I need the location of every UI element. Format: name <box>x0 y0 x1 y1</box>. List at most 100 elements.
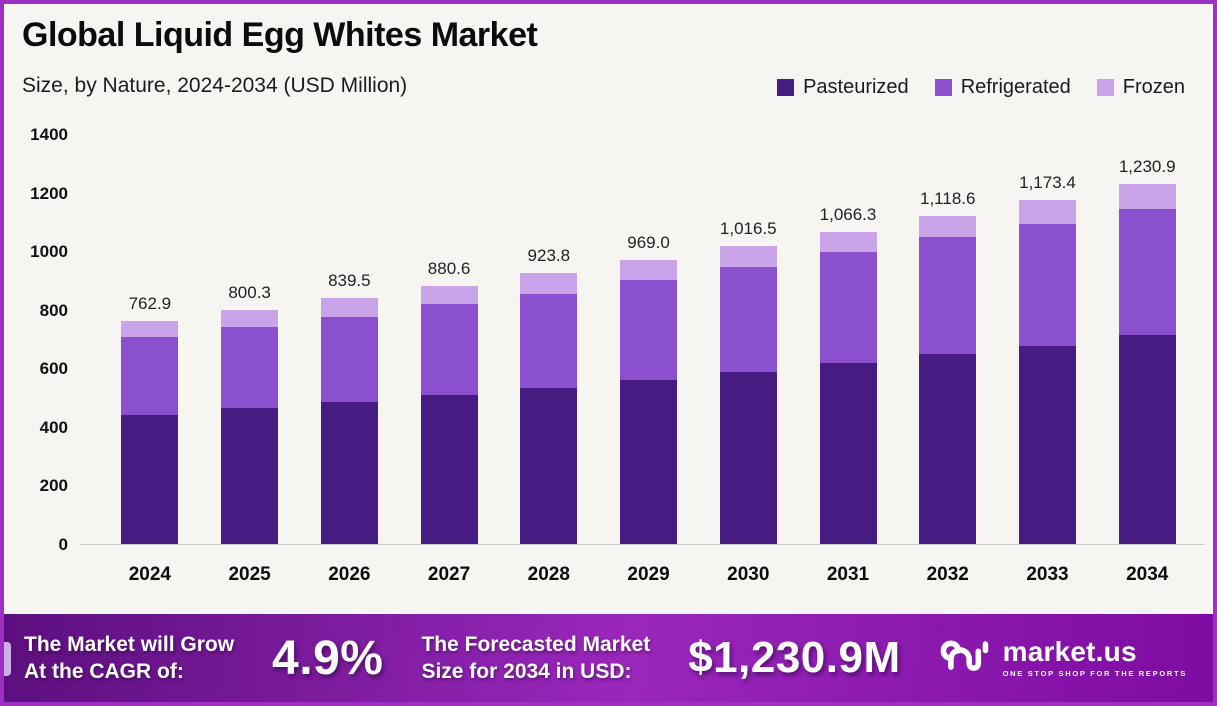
bar-segment-refrigerated <box>620 280 678 380</box>
x-tick-label: 2024 <box>128 564 171 585</box>
y-tick-label: 1200 <box>30 183 68 203</box>
bar-total-label: 800.3 <box>228 282 271 302</box>
bar-column-2032: 1,118.6 <box>898 135 998 544</box>
bar-segment-refrigerated <box>1018 224 1076 346</box>
x-tick-label: 2028 <box>527 564 570 585</box>
bar-segment-pasteurized <box>819 362 877 544</box>
footer-banner: The Market will Grow At the CAGR of: 4.9… <box>4 614 1213 702</box>
bar-total-label: 1,066.3 <box>819 204 877 224</box>
bar-segment-refrigerated <box>121 336 179 415</box>
legend-item-frozen: Frozen <box>1096 76 1185 99</box>
market-us-logo-icon <box>939 634 993 683</box>
bar-segment-refrigerated <box>919 237 977 354</box>
legend-swatch <box>934 79 952 96</box>
bar-segment-pasteurized <box>520 388 578 544</box>
x-tick-label: 2033 <box>1026 564 1069 585</box>
x-tick-label: 2031 <box>826 564 870 585</box>
legend-swatch <box>1096 79 1114 96</box>
logo-tagline: ONE STOP SHOP FOR THE REPORTS <box>1002 669 1187 679</box>
bar-segment-refrigerated <box>520 293 578 389</box>
y-tick-label: 1000 <box>30 242 68 262</box>
legend-label: Pasteurized <box>803 76 909 98</box>
legend-label: Refrigerated <box>960 76 1071 98</box>
bar-segment-refrigerated <box>420 304 478 396</box>
page-title: Global Liquid Egg Whites Market <box>22 16 538 54</box>
bar-segment-pasteurized <box>420 395 478 544</box>
bar-segment-refrigerated <box>719 267 777 372</box>
bar-column-2033: 1,173.4 <box>998 135 1098 544</box>
bar-total-label: 1,230.9 <box>1118 156 1176 176</box>
banner-accent-stripe <box>4 642 11 676</box>
legend-label: Frozen <box>1122 76 1185 98</box>
x-tick-label: 2030 <box>727 564 770 585</box>
logo-text: market.us <box>1002 636 1137 668</box>
bar-total-label: 839.5 <box>328 271 371 291</box>
bar-segment-frozen <box>1018 200 1076 225</box>
bar-segment-refrigerated <box>819 251 877 363</box>
legend-item-pasteurized: Pasteurized <box>777 76 909 99</box>
bar-segment-frozen <box>819 231 877 252</box>
y-tick-label: 200 <box>39 476 68 496</box>
legend: Pasteurized Refrigerated Frozen <box>777 76 1185 99</box>
chart-subtitle: Size, by Nature, 2024-2034 (USD Million) <box>22 74 408 97</box>
bar-column-2029: 969.0 <box>599 135 699 544</box>
bar-segment-frozen <box>520 273 578 294</box>
bar-segment-refrigerated <box>221 327 279 408</box>
x-tick-label: 2025 <box>228 564 271 585</box>
cagr-label: The Market will Grow At the CAGR of: <box>24 632 235 683</box>
bar-segment-frozen <box>620 260 678 281</box>
bar-column-2027: 880.6 <box>399 135 499 544</box>
x-tick-label: 2034 <box>1126 564 1169 585</box>
bar-column-2030: 1,016.5 <box>698 135 798 544</box>
y-tick-label: 0 <box>58 535 68 554</box>
bar-segment-pasteurized <box>919 353 977 544</box>
y-tick-label: 400 <box>39 417 68 437</box>
bar-total-label: 1,118.6 <box>920 189 976 209</box>
y-tick-label: 800 <box>39 300 68 320</box>
bar-segment-pasteurized <box>1018 345 1076 544</box>
bar-total-label: 969.0 <box>627 233 670 253</box>
bar-column-2034: 1,230.9 <box>1097 135 1197 544</box>
bar-total-label: 1,173.4 <box>1019 173 1076 193</box>
bar-segment-pasteurized <box>620 379 678 544</box>
bar-segment-frozen <box>919 216 977 238</box>
bar-column-2025: 800.3 <box>200 135 300 544</box>
x-tick-label: 2032 <box>926 564 969 585</box>
bar-segment-refrigerated <box>320 317 378 402</box>
bar-segment-frozen <box>221 309 279 328</box>
market-us-logo: market.us ONE STOP SHOP FOR THE REPORTS <box>939 634 1187 683</box>
forecast-label: The Forecasted Market Size for 2034 in U… <box>421 632 651 683</box>
bar-column-2031: 1,066.3 <box>798 135 898 544</box>
bar-segment-pasteurized <box>221 407 279 544</box>
bar-total-label: 880.6 <box>427 259 471 279</box>
x-tick-label: 2026 <box>328 564 371 585</box>
plot: 762.9 800.3 839.5 880.6 923.8 969.0 1,016.5 1,0… <box>80 135 1205 545</box>
bar-total-label: 1,016.5 <box>719 219 777 239</box>
legend-swatch <box>777 79 795 96</box>
bar-segment-frozen <box>320 298 378 318</box>
bar-segment-pasteurized <box>719 371 777 544</box>
chart-area: 1400 1200 1000 800 600 400 200 0 762.9 800.3 839.… <box>20 125 1205 554</box>
x-axis-labels: 2024 2025 2026 2027 2028 2029 2030 2031 2032 2033… <box>80 564 1205 586</box>
bar-segment-pasteurized <box>1118 335 1176 544</box>
bar-segment-frozen <box>719 246 777 268</box>
forecast-value: $1,230.9M <box>688 633 901 682</box>
bar-segment-pasteurized <box>121 414 179 544</box>
y-tick-label: 600 <box>39 359 68 379</box>
bar-segment-refrigerated <box>1118 208 1176 336</box>
y-tick-label: 1400 <box>30 125 68 144</box>
bar-column-2028: 923.8 <box>499 135 599 544</box>
bar-total-label: 762.9 <box>128 293 172 313</box>
bar-segment-frozen <box>420 286 478 305</box>
bar-column-2026: 839.5 <box>299 135 399 544</box>
bar-segment-frozen <box>121 320 179 337</box>
bar-total-label: 923.8 <box>527 246 571 266</box>
cagr-value: 4.9% <box>272 631 384 685</box>
bar-segment-frozen <box>1118 183 1176 209</box>
legend-item-refrigerated: Refrigerated <box>934 76 1071 99</box>
bar-segment-pasteurized <box>320 402 378 544</box>
x-tick-label: 2029 <box>627 564 670 585</box>
y-axis: 1400 1200 1000 800 600 400 200 0 <box>20 125 80 554</box>
bar-column-2024: 762.9 <box>100 135 200 544</box>
